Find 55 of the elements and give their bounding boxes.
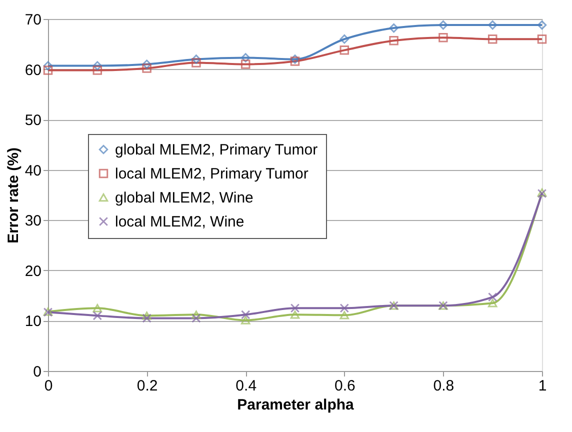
point [537,34,547,44]
point [389,36,398,46]
point [340,46,350,55]
point [92,66,102,75]
point [340,34,350,44]
point [438,20,448,30]
y-tick-label: 60 [24,62,42,79]
x-tick-label: 0 [44,378,53,394]
legend-label: global MLEM2, Primary Tumor [115,142,318,158]
x-tick-label: 1 [538,378,547,394]
x-tick-label: 0.2 [136,378,158,394]
point [290,310,300,319]
point [192,314,201,323]
point [488,292,498,302]
point [192,310,201,319]
point [142,312,152,320]
legend-label: local MLEM2, Primary Tumor [115,166,308,182]
y-tick-label: 20 [24,262,42,280]
point [340,304,350,313]
y-tick-label: 10 [24,313,42,330]
point [142,64,152,73]
point [537,20,547,30]
point [43,66,53,75]
point [389,23,398,33]
point [340,311,350,320]
point [290,56,300,66]
y-tick-label: 30 [24,212,42,230]
point [488,20,498,30]
x-tick-label: 0.4 [236,378,257,394]
point [240,316,250,324]
y-axis-title: Error rate (%) [4,148,22,244]
point [92,304,102,312]
legend-label: global MLEM2, Wine [115,190,254,206]
point [488,34,498,44]
point [438,32,448,42]
x-tick-label: 0.8 [433,378,454,394]
x-tick-label: 0.6 [334,378,356,394]
point [240,310,250,320]
legend-label: local MLEM2, Wine [115,214,244,230]
point [142,314,152,323]
point [240,53,250,62]
y-tick-label: 0 [33,364,42,380]
point [240,60,250,69]
y-tick-label: 40 [24,162,42,180]
y-tick-label: 50 [24,112,42,130]
x-axis-title: Parameter alpha [237,396,355,414]
point [92,311,102,320]
point [488,299,498,308]
point [92,61,102,70]
point [142,60,152,69]
point [43,61,53,70]
y-tick-label: 70 [24,12,42,28]
point [192,54,201,64]
point [192,58,201,68]
point [290,304,300,313]
